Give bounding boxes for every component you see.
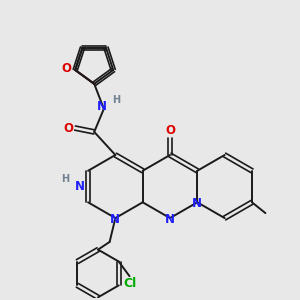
Text: N: N <box>110 213 120 226</box>
Text: N: N <box>165 213 175 226</box>
Text: O: O <box>63 122 73 135</box>
Text: H: H <box>61 174 69 184</box>
Text: N: N <box>75 180 85 193</box>
Text: O: O <box>62 61 72 75</box>
Text: Cl: Cl <box>124 277 137 290</box>
Text: N: N <box>97 100 107 113</box>
Text: H: H <box>112 95 120 105</box>
Text: N: N <box>192 197 202 210</box>
Text: O: O <box>165 124 175 137</box>
